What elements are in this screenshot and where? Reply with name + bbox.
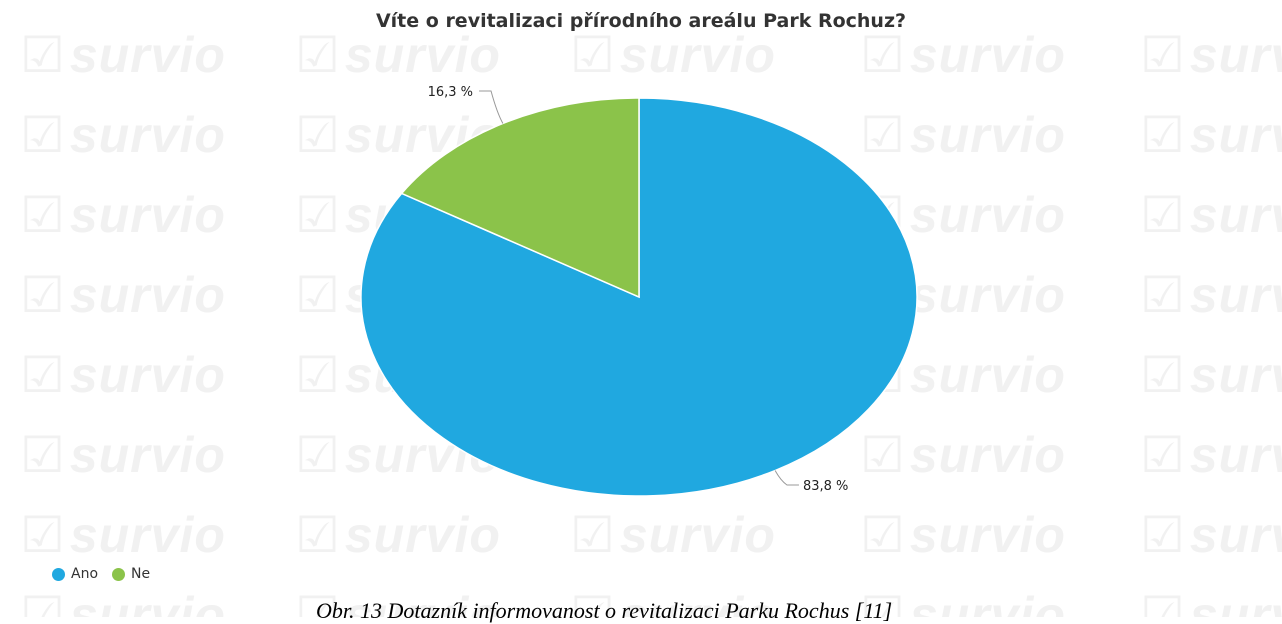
data-label-ano: 83,8 % <box>803 479 848 494</box>
watermark-logo: ☑survio <box>20 427 226 483</box>
watermark-logo: ☑survio <box>20 587 226 617</box>
watermark-logo: ☑survio <box>20 27 226 83</box>
watermark-logo: ☑survio <box>1140 267 1282 323</box>
figure-caption: Obr. 13 Dotazník informovanost o revital… <box>316 598 893 623</box>
watermark-logo: ☑survio <box>295 107 501 163</box>
watermark-logo: ☑survio <box>1140 187 1282 243</box>
chart-title: Víte o revitalizaci přírodního areálu Pa… <box>375 10 907 32</box>
watermark-logo: ☑survio <box>860 107 1066 163</box>
watermark-logo: ☑survio <box>860 507 1066 563</box>
watermark-logo: ☑survio <box>1140 507 1282 563</box>
legend: Ano Ne <box>52 566 150 582</box>
pie-slice-ne[interactable] <box>400 97 640 299</box>
watermark-logo: ☑survio <box>860 427 1066 483</box>
watermark-logo: ☑survio <box>1140 587 1282 617</box>
watermark-logo: ☑survio <box>1140 27 1282 83</box>
watermark-logo: ☑survio <box>20 507 226 563</box>
watermark-logo: ☑survio <box>20 187 226 243</box>
legend-item-ano[interactable]: Ano <box>52 566 98 582</box>
watermark-logo: ☑survio <box>860 27 1066 83</box>
connector-ano <box>774 470 799 486</box>
watermark-logo: ☑survio <box>295 27 501 83</box>
watermark-logo: ☑survio <box>20 347 226 403</box>
pie-slice-ano[interactable] <box>360 97 918 497</box>
legend-label-ne: Ne <box>131 566 151 582</box>
legend-marker-ano <box>52 567 65 581</box>
watermark-logo: ☑survio <box>570 507 776 563</box>
connector-ne <box>479 90 504 124</box>
watermark-logo: ☑survio <box>570 27 776 83</box>
legend-label-ano: Ano <box>71 566 99 582</box>
legend-marker-ne <box>112 567 126 581</box>
watermark-logo: ☑survio <box>295 587 501 617</box>
watermark-logo: ☑survio <box>860 587 1066 617</box>
watermark-logo: ☑survio <box>860 187 1066 243</box>
watermark-logo: ☑survio <box>1140 427 1282 483</box>
watermark-logo: ☑survio <box>20 267 226 323</box>
legend-item-ne[interactable]: Ne <box>112 566 150 582</box>
watermark-logo: ☑survio <box>20 107 226 163</box>
data-label-ne: 16,3 % <box>428 85 473 100</box>
watermark-logo: ☑survio <box>295 507 501 563</box>
watermark-logo: ☑survio <box>1140 107 1282 163</box>
watermark-logo: ☑survio <box>570 587 776 617</box>
watermark-logo: ☑survio <box>1140 347 1282 403</box>
